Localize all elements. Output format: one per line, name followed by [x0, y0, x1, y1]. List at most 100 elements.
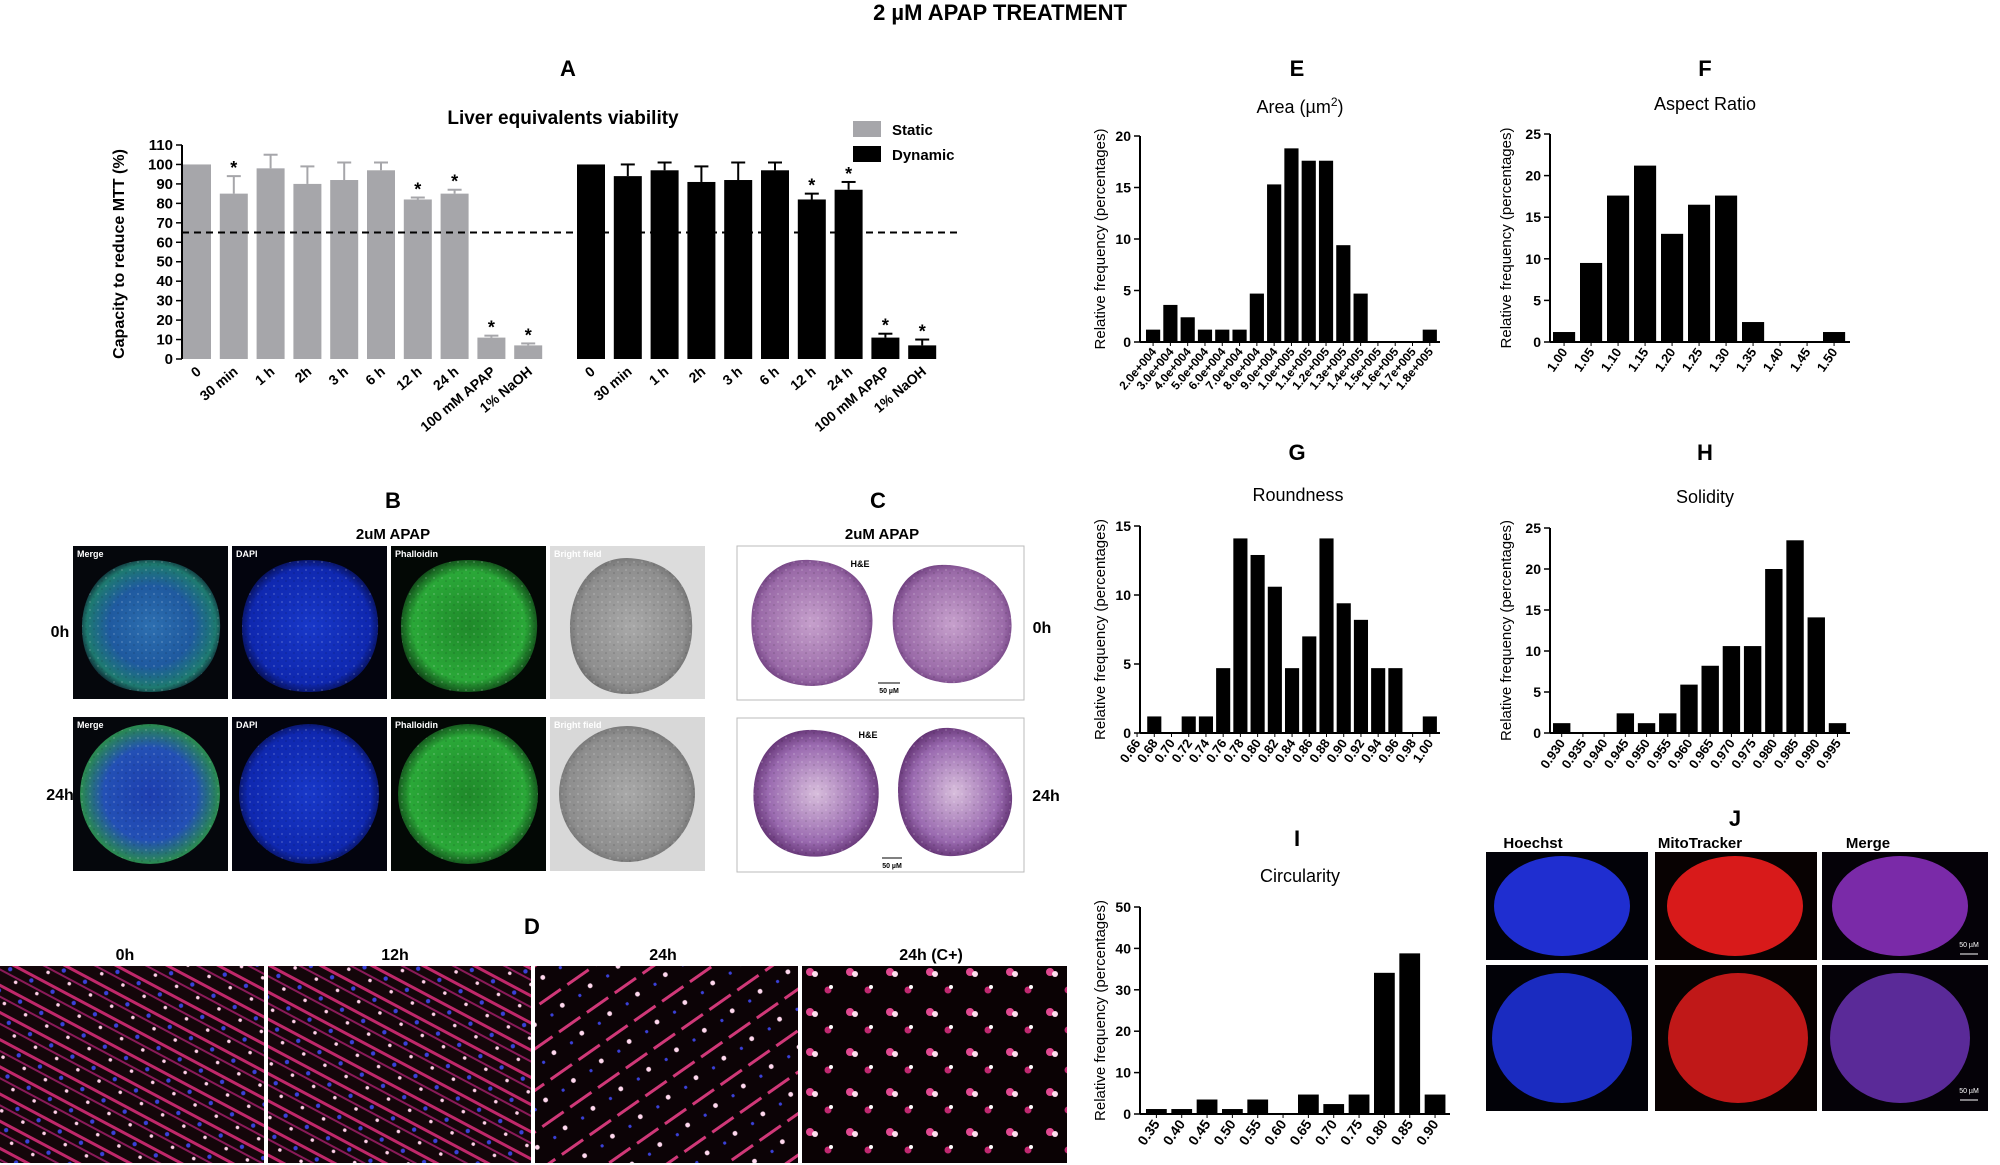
histogram-ytick-label: 10	[1115, 587, 1131, 603]
histogram-bar	[1580, 262, 1603, 342]
panel-a-significance-star: *	[451, 172, 458, 192]
merge-row1-scale: 50 µM	[1959, 942, 1979, 949]
histogram-xtick-label: 0.40	[1159, 1116, 1188, 1148]
histogram-ytick-label: 15	[1525, 209, 1541, 225]
histogram-bar	[1553, 723, 1571, 733]
panel-label-a: A	[560, 56, 576, 81]
panel-a-category-label: 12 h	[393, 363, 425, 393]
histogram-ytick-label: 20	[1525, 168, 1541, 184]
panel-a-bar-dynamic	[871, 337, 900, 359]
legend-dynamic-label: Dynamic	[892, 147, 955, 164]
panel-label-h: H	[1697, 440, 1713, 465]
histogram-ylabel: Relative frequency (percentages)	[1092, 900, 1109, 1121]
panel-c-row-0h: 0h	[1033, 620, 1052, 637]
panel-d-cell-cultures: 0h 12h 24h 24h (C+)	[0, 947, 1067, 1163]
histogram-ytick-label: 10	[1525, 251, 1541, 267]
panel-a-category-label: 30 min	[590, 363, 634, 404]
histogram-ytick-label: 20	[1525, 561, 1541, 577]
histogram-xtick-label: 1.15	[1625, 345, 1652, 374]
histogram-bar	[1680, 684, 1698, 733]
histogram-bar	[1318, 160, 1334, 342]
histogram-bar	[1147, 716, 1162, 733]
panel-a-bar-dynamic	[834, 189, 863, 359]
panel-i-title: Circularity	[1260, 866, 1340, 886]
histogram-xtick-label: 1.10	[1598, 345, 1625, 374]
histogram-ytick-label: 20	[1115, 1023, 1131, 1039]
histogram-bar	[1196, 1099, 1218, 1114]
panel-a-bar-dynamic	[724, 180, 753, 359]
histogram-bar	[1399, 953, 1421, 1114]
panel-a-category-label: 6 h	[756, 363, 782, 388]
panel-a-category-label: 1 h	[646, 363, 672, 388]
histogram-ytick-label: 10	[1525, 643, 1541, 659]
histogram-bar	[1284, 148, 1299, 342]
panel-a-bar-dynamic	[577, 164, 605, 359]
histogram-xtick-label: 1.00	[1409, 736, 1436, 765]
histogram-bar	[1553, 332, 1576, 342]
panel-a-category-label: 0	[188, 363, 204, 380]
brightfield-0h-label: Bright field	[554, 549, 602, 559]
histogram-bar	[1146, 1109, 1167, 1114]
phalloidin-24h-label: Phalloidin	[395, 720, 438, 730]
merge-24h-label: Merge	[77, 720, 104, 730]
panel-a-ytick-label: 40	[156, 273, 173, 290]
panel-a-ytick-label: 30	[156, 293, 173, 310]
panel-a-bar-static	[477, 337, 506, 359]
histogram-xtick-label: 0.35	[1134, 1116, 1163, 1148]
histogram-ytick-label: 0	[1533, 334, 1541, 350]
legend-static-label: Static	[892, 122, 933, 139]
histogram-xtick-label: 0.55	[1235, 1116, 1264, 1148]
histogram-xtick-label: 0.50	[1210, 1116, 1239, 1148]
panel-a-bar-dynamic	[761, 170, 789, 359]
histogram-xtick-label: 1.25	[1679, 345, 1706, 374]
histogram-ytick-label: 15	[1525, 602, 1541, 618]
panel-label-j: J	[1729, 806, 1741, 831]
histogram-xtick-label: 1.50	[1814, 345, 1841, 374]
histogram-ylabel: Relative frequency (percentages)	[1498, 128, 1515, 349]
dapi-0h-label: DAPI	[236, 549, 258, 559]
panel-a-bar-static	[256, 168, 285, 359]
panel-a-ytick-label: 90	[156, 176, 173, 193]
histogram-bar	[1319, 538, 1334, 733]
panel-a-category-label: 30 min	[196, 363, 240, 404]
histogram-bar	[1807, 617, 1825, 733]
histogram-bar	[1181, 716, 1196, 733]
histogram-xtick-label: 0.65	[1286, 1116, 1315, 1148]
histogram-bar	[1249, 293, 1264, 342]
legend-static-swatch	[853, 121, 881, 137]
histogram-bar	[1222, 1109, 1243, 1114]
histogram-bar	[1616, 713, 1635, 733]
histogram-bar	[1371, 668, 1386, 733]
panel-a-bar-dynamic	[613, 176, 642, 359]
histogram-bar	[1233, 538, 1248, 733]
histogram-bar	[1336, 245, 1351, 342]
panel-a-viability-chart: Liver equivalents viability Capacity to …	[111, 108, 960, 435]
panel-j-mitotracker: Hoechst MitoTracker Merge 50 µM 50 µM	[1486, 835, 1988, 1111]
panel-a-significance-star: *	[845, 164, 852, 184]
panel-a-ytick-label: 50	[156, 254, 173, 271]
histogram-xtick-label: 1.05	[1571, 345, 1598, 374]
merge-row2-scale: 50 µM	[1959, 1088, 1979, 1095]
histogram-ytick-label: 15	[1115, 180, 1131, 196]
histogram-bar	[1828, 723, 1847, 733]
histogram-bar	[1163, 304, 1178, 342]
merge-0h-label: Merge	[77, 549, 104, 559]
histogram-ytick-label: 0	[1123, 334, 1131, 350]
he-24h-label: H&E	[858, 730, 877, 740]
panel-a-title: Liver equivalents viability	[447, 108, 679, 129]
histogram-bar	[1247, 1099, 1269, 1114]
panel-j-label-hoechst: Hoechst	[1503, 835, 1562, 852]
panel-a-category-label: 12 h	[787, 363, 819, 393]
panel-d-label-24h: 24h	[649, 947, 677, 964]
legend-dynamic-swatch	[853, 146, 881, 162]
histogram-xtick-label: 1.40	[1760, 345, 1787, 374]
histogram-ytick-label: 0	[1123, 1106, 1131, 1122]
histogram-ytick-label: 25	[1525, 520, 1541, 536]
panel-a-significance-star: *	[414, 180, 421, 200]
histogram-bar	[1298, 1094, 1319, 1114]
panel-a-significance-star: *	[488, 318, 495, 338]
panel-a-bar-dynamic	[687, 181, 716, 359]
histogram-bar	[1197, 329, 1213, 342]
histogram-ytick-label: 0	[1533, 725, 1541, 741]
panel-label-f: F	[1698, 56, 1711, 81]
